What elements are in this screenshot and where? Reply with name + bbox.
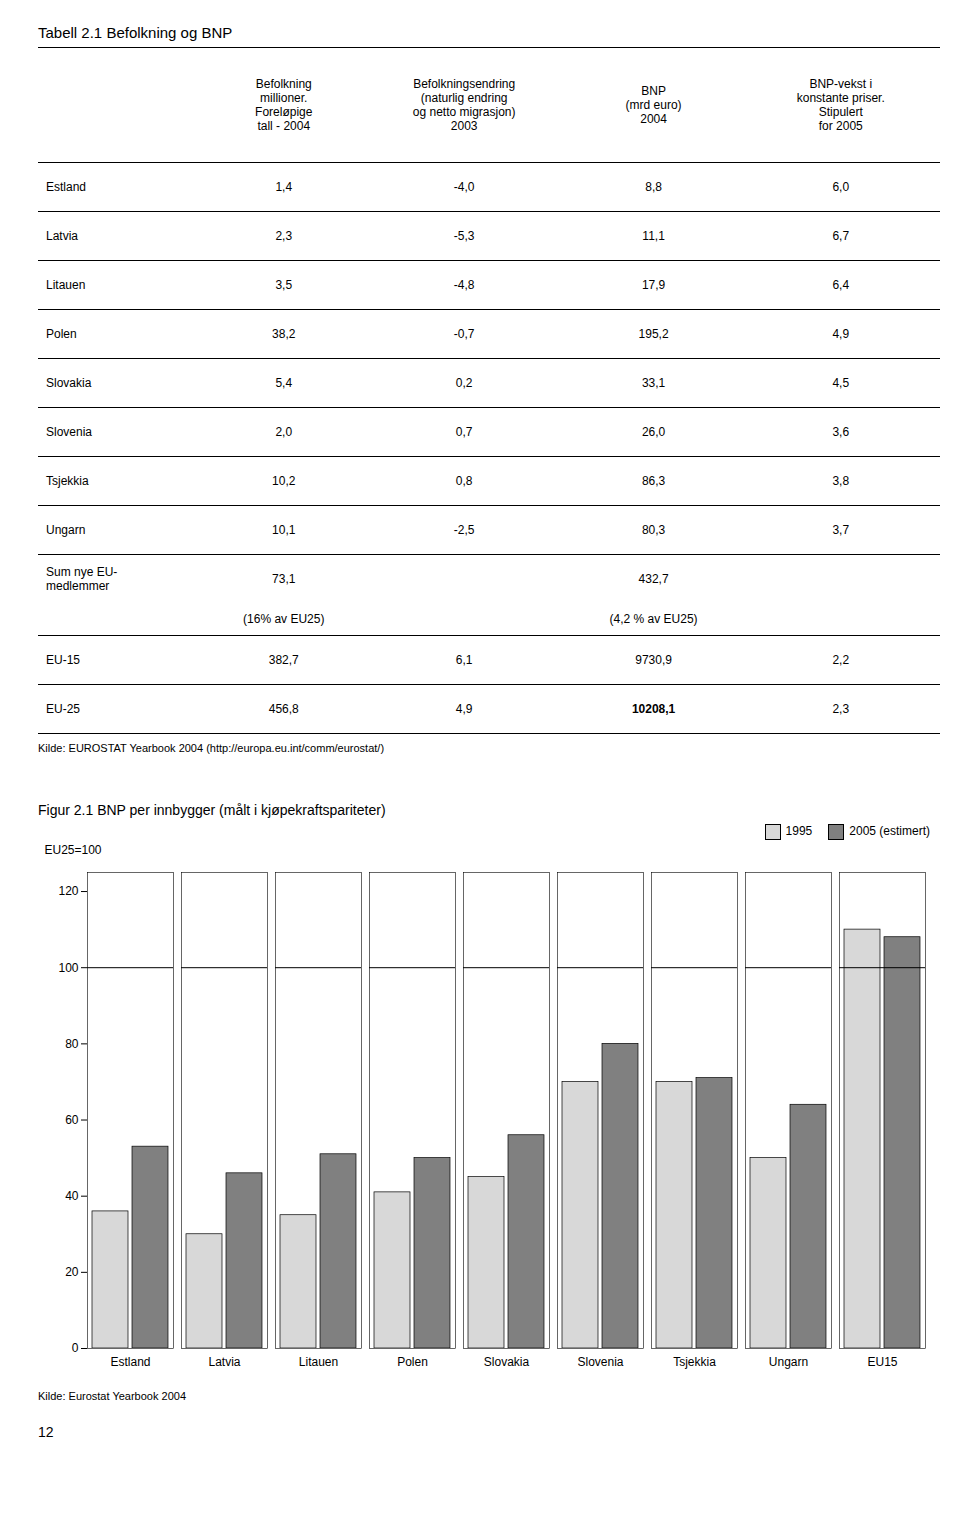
html-text:Sum nye EU- medlemmer: Sum nye EU- medlemmer [46,565,118,593]
html-text:-5,3: -5,3 [453,229,475,243]
html-text:3,5: 3,5 [275,278,293,292]
html-text:33,1: 33,1 [641,376,666,390]
svg-text:Slovenia: Slovenia [577,1355,623,1369]
html-text:Polen: Polen [46,327,77,341]
html-text:EU-25: EU-25 [46,702,80,716]
html-text:8,8: 8,8 [645,180,662,194]
html-text:Kilde: EUROSTAT Yearbook 2004: Kilde: EUROSTAT Yearbook 2004 (http://eu… [38,742,385,754]
svg-text:40: 40 [65,1189,79,1203]
html-text:80,3: 80,3 [641,523,666,537]
html-text:EU-15: EU-15 [46,653,80,667]
html-text:2005 (estimert): 2005 (estimert) [849,824,930,839]
html-text:73,1: 73,1 [272,572,296,586]
html-text:432,7: 432,7 [638,572,669,586]
svg-text:Litauen: Litauen [299,1355,338,1369]
html-text:Figur 2.1 BNP per innbygger (m: Figur 2.1 BNP per innbygger (målt i kjøp… [38,802,386,818]
html-text:Slovakia: Slovakia [46,376,92,390]
svg-text:Polen: Polen [397,1355,428,1369]
svg-text:60: 60 [65,1113,79,1127]
html-text:(4,2 % av EU25): (4,2 % av EU25) [609,612,698,626]
html-text:12: 12 [38,1424,54,1440]
html-text:10208,1: 10208,1 [631,702,676,716]
html-text:3,6: 3,6 [832,425,850,439]
html-text:5,4: 5,4 [275,376,293,390]
svg-text:100: 100 [58,961,78,975]
html-text:11,1: 11,1 [642,229,665,243]
html-text:4,9: 4,9 [455,702,473,716]
html-text:2,3: 2,3 [275,229,293,243]
html-text:-4,8: -4,8 [453,278,475,292]
html-text:3,7: 3,7 [832,523,850,537]
html-text:6,1: 6,1 [455,653,473,667]
html-text:6,0: 6,0 [832,180,850,194]
html-text:(16% av EU25): (16% av EU25) [243,612,325,626]
html-text:10,1: 10,1 [272,523,296,537]
html-text:4,5: 4,5 [832,376,850,390]
html-text:Litauen: Litauen [46,278,86,292]
svg-text:Tsjekkia: Tsjekkia [673,1355,716,1369]
html-text:Tabell 2.1 Befolkning og BNP: Tabell 2.1 Befolkning og BNP [38,24,233,41]
svg-text:Ungarn: Ungarn [769,1355,808,1369]
svg-text:Latvia: Latvia [208,1355,240,1369]
html-text:0,7: 0,7 [455,425,473,439]
html-text:Ungarn: Ungarn [46,523,86,537]
html-text:-2,5: -2,5 [453,523,475,537]
html-text:Tsjekkia: Tsjekkia [46,474,89,488]
html-text:Slovenia: Slovenia [46,425,92,439]
html-text:Kilde: Eurostat Yearbook 2004: Kilde: Eurostat Yearbook 2004 [38,1390,186,1402]
svg-text:Slovakia: Slovakia [484,1355,530,1369]
html-text:1995: 1995 [785,824,813,839]
svg-text:EU15: EU15 [867,1355,897,1369]
html-text:3,8: 3,8 [832,474,850,488]
html-text:2,0: 2,0 [275,425,293,439]
html-text:2,2: 2,2 [832,653,850,667]
html-text:-4,0: -4,0 [453,180,475,194]
html-text:2,3: 2,3 [832,702,850,716]
html-text:Befolkning millioner. Foreløpi: Befolkning millioner. Foreløpige tall - … [255,77,313,133]
html-text:6,4: 6,4 [832,278,850,292]
html-text:1,4: 1,4 [275,180,293,194]
html-text:Befolkningsendring (naturlig e: Befolkningsendring (naturlig endring og … [412,77,516,133]
svg-text:EU25=100: EU25=100 [45,843,102,857]
html-text:10,2: 10,2 [272,474,296,488]
svg-text:0: 0 [72,1341,79,1355]
html-text:Latvia: Latvia [46,229,78,243]
html-text:6,7: 6,7 [832,229,850,243]
html-text:17,9: 17,9 [641,278,666,292]
html-text:0,2: 0,2 [455,376,473,390]
html-text:382,7: 382,7 [268,653,299,667]
html-text:195,2: 195,2 [638,327,669,341]
html-text:-0,7: -0,7 [453,327,475,341]
svg-text:80: 80 [65,1037,79,1051]
html-text:Estland: Estland [46,180,86,194]
svg-text:120: 120 [58,884,78,898]
html-text:BNP (mrd euro) 2004: BNP (mrd euro) 2004 [625,84,682,126]
html-text:86,3: 86,3 [641,474,666,488]
html-text:BNP-vekst i konstante priser.: BNP-vekst i konstante priser. Stipulert … [796,77,885,133]
html-text:456,8: 456,8 [268,702,299,716]
html-text:4,9: 4,9 [832,327,850,341]
html-text:26,0: 26,0 [641,425,666,439]
svg-text:20: 20 [65,1265,79,1279]
html-text:0,8: 0,8 [455,474,473,488]
html-text:38,2: 38,2 [272,327,296,341]
svg-text:Estland: Estland [110,1355,150,1369]
html-text:9730,9: 9730,9 [635,653,672,667]
